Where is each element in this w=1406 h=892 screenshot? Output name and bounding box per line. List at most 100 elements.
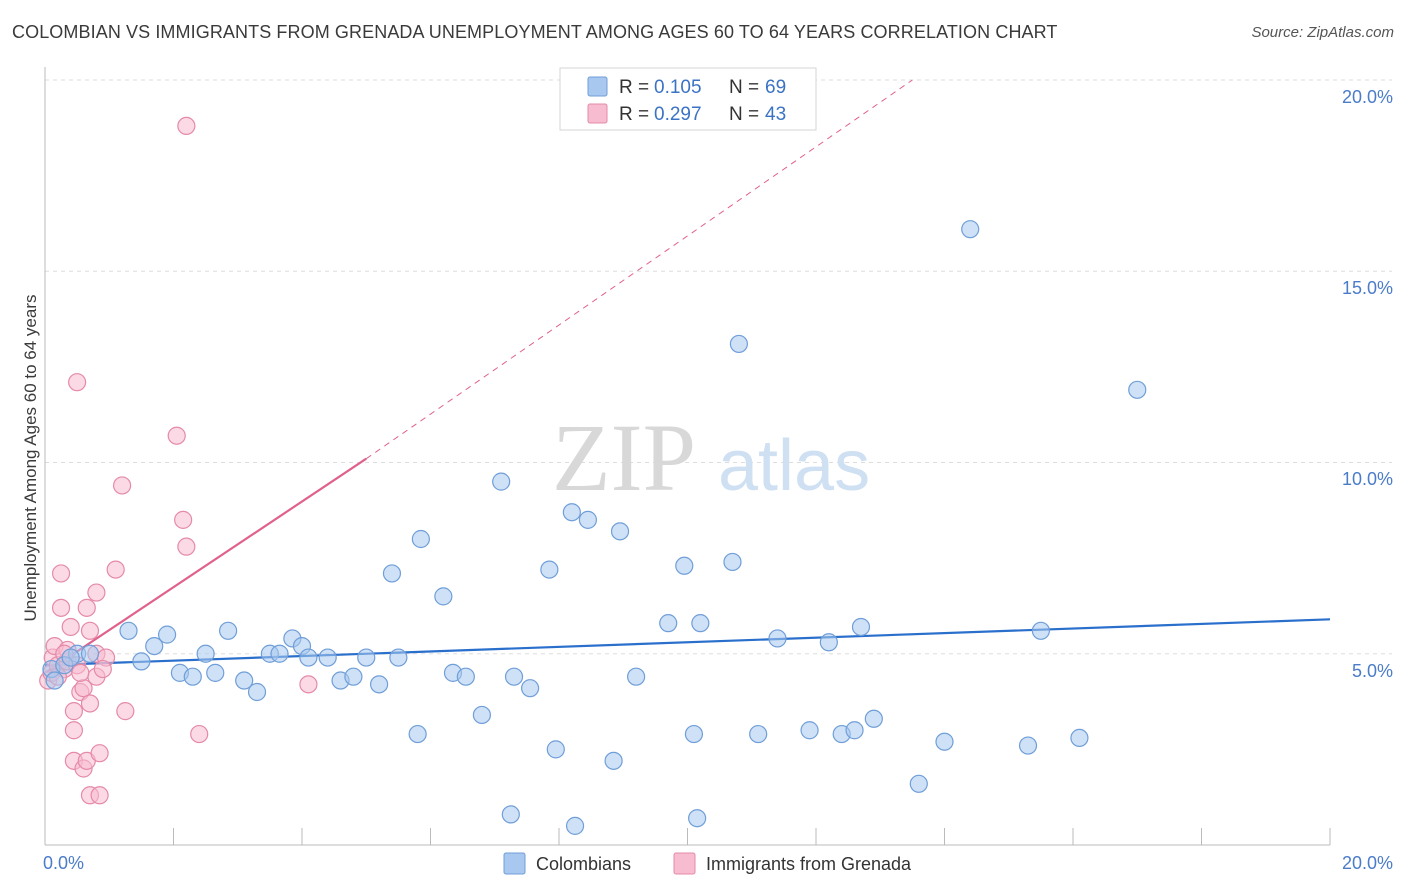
watermark-atlas: atlas bbox=[718, 426, 870, 506]
colombians-point bbox=[961, 220, 980, 239]
colombians-point bbox=[688, 809, 707, 828]
y-tick-label: 15.0% bbox=[1342, 278, 1393, 298]
colombians-point bbox=[819, 633, 838, 652]
colombians-point bbox=[1031, 621, 1050, 640]
grenada-point bbox=[167, 426, 186, 445]
colombians-point bbox=[196, 644, 215, 663]
colombians-point bbox=[565, 816, 585, 835]
colombians-point bbox=[247, 682, 267, 702]
legend-n-value: 69 bbox=[765, 77, 786, 98]
watermark-zip: ZIP bbox=[552, 404, 696, 511]
legend-r-label: R = bbox=[619, 104, 649, 125]
grenada-point bbox=[90, 744, 109, 763]
bottom-legend-swatch-grenada bbox=[673, 852, 696, 875]
x-tick-label-min: 0.0% bbox=[43, 853, 84, 873]
colombians-point bbox=[610, 522, 630, 541]
grenada-point bbox=[51, 564, 71, 583]
colombians-point bbox=[684, 724, 704, 744]
grenada-point bbox=[116, 702, 135, 721]
source-credit: Source: ZipAtlas.com bbox=[1251, 24, 1394, 41]
colombians-point bbox=[206, 663, 225, 682]
colombians-point bbox=[935, 732, 954, 751]
colombians-point bbox=[729, 334, 749, 354]
colombians-point bbox=[45, 671, 64, 690]
legend-swatch-colombians bbox=[587, 76, 608, 97]
colombians-point bbox=[357, 648, 376, 667]
colombians-point bbox=[472, 705, 491, 725]
colombians-trend-line bbox=[44, 618, 1331, 667]
colombians-point bbox=[768, 629, 787, 648]
colombians-point bbox=[851, 617, 871, 637]
colombians-point bbox=[909, 774, 928, 793]
bottom-legend-grenada: Immigrants from Grenada bbox=[706, 854, 912, 874]
y-axis-title: Unemployment Among Ages 60 to 64 years bbox=[21, 295, 40, 622]
x-tick-label-max: 20.0% bbox=[1342, 853, 1393, 873]
colombians-point bbox=[270, 644, 289, 663]
colombians-point bbox=[749, 724, 768, 744]
colombians-point bbox=[80, 644, 100, 663]
grenada-point bbox=[71, 663, 90, 682]
grenada-point bbox=[177, 537, 196, 556]
grenada-point bbox=[174, 510, 193, 529]
legend-r-value: 0.297 bbox=[654, 104, 702, 125]
grenada-point bbox=[87, 583, 106, 602]
legend-n-label: N = bbox=[729, 77, 759, 98]
legend-r-value: 0.105 bbox=[654, 77, 702, 98]
grenada-point bbox=[68, 373, 87, 392]
colombians-point bbox=[492, 472, 511, 491]
colombians-point bbox=[504, 667, 524, 686]
colombians-point bbox=[501, 805, 520, 824]
colombians-point bbox=[299, 648, 318, 667]
colombians-point bbox=[659, 614, 678, 633]
gridlines bbox=[45, 79, 1392, 655]
colombians-point bbox=[318, 648, 337, 667]
colombians-point bbox=[800, 721, 819, 740]
legend-n-value: 43 bbox=[765, 104, 786, 125]
series-legend: Colombians Immigrants from Grenada bbox=[503, 852, 912, 875]
y-tick-label: 5.0% bbox=[1352, 661, 1393, 681]
colombians-point bbox=[845, 721, 864, 740]
colombians-points bbox=[42, 220, 1147, 835]
grenada-point bbox=[90, 786, 109, 805]
grenada-point bbox=[61, 617, 80, 637]
colombians-point bbox=[219, 621, 238, 640]
grenada-trend-line bbox=[44, 457, 367, 674]
colombians-point bbox=[411, 529, 430, 549]
bottom-legend-colombians: Colombians bbox=[536, 854, 631, 874]
colombians-point bbox=[562, 503, 581, 522]
grenada-point bbox=[77, 598, 96, 617]
colombians-point bbox=[145, 636, 164, 656]
colombians-point bbox=[675, 556, 694, 575]
bottom-legend-swatch-colombians bbox=[503, 852, 526, 875]
correlation-legend: R = 0.105 N = 69 R = 0.297 N = 43 bbox=[559, 67, 817, 131]
colombians-point bbox=[1018, 736, 1038, 755]
grenada-point bbox=[80, 621, 100, 640]
legend-swatch-grenada bbox=[587, 103, 608, 124]
grenada-point bbox=[106, 560, 125, 579]
grenada-point bbox=[177, 116, 196, 136]
colombians-point bbox=[344, 667, 363, 686]
colombians-point bbox=[578, 510, 598, 529]
grenada-point bbox=[299, 675, 318, 694]
grenada-point bbox=[93, 659, 112, 679]
colombians-point bbox=[235, 671, 254, 690]
grenada-point bbox=[190, 724, 209, 744]
legend-r-label: R = bbox=[619, 77, 649, 98]
legend-n-label: N = bbox=[729, 104, 759, 125]
colombians-point bbox=[546, 740, 565, 759]
colombians-point bbox=[604, 751, 623, 770]
chart-title: COLOMBIAN VS IMMIGRANTS FROM GRENADA UNE… bbox=[12, 22, 1058, 42]
colombians-point bbox=[382, 564, 402, 583]
colombians-point bbox=[723, 552, 742, 572]
colombians-point bbox=[408, 724, 427, 744]
colombians-point bbox=[626, 667, 646, 686]
colombians-point bbox=[119, 621, 138, 640]
grenada-point bbox=[51, 598, 71, 617]
grenada-point bbox=[64, 702, 84, 721]
y-tick-label: 10.0% bbox=[1342, 469, 1393, 489]
colombians-point bbox=[132, 652, 151, 671]
grenada-point bbox=[112, 476, 132, 495]
grenada-trend-extension bbox=[365, 79, 913, 460]
colombians-point bbox=[370, 675, 389, 694]
